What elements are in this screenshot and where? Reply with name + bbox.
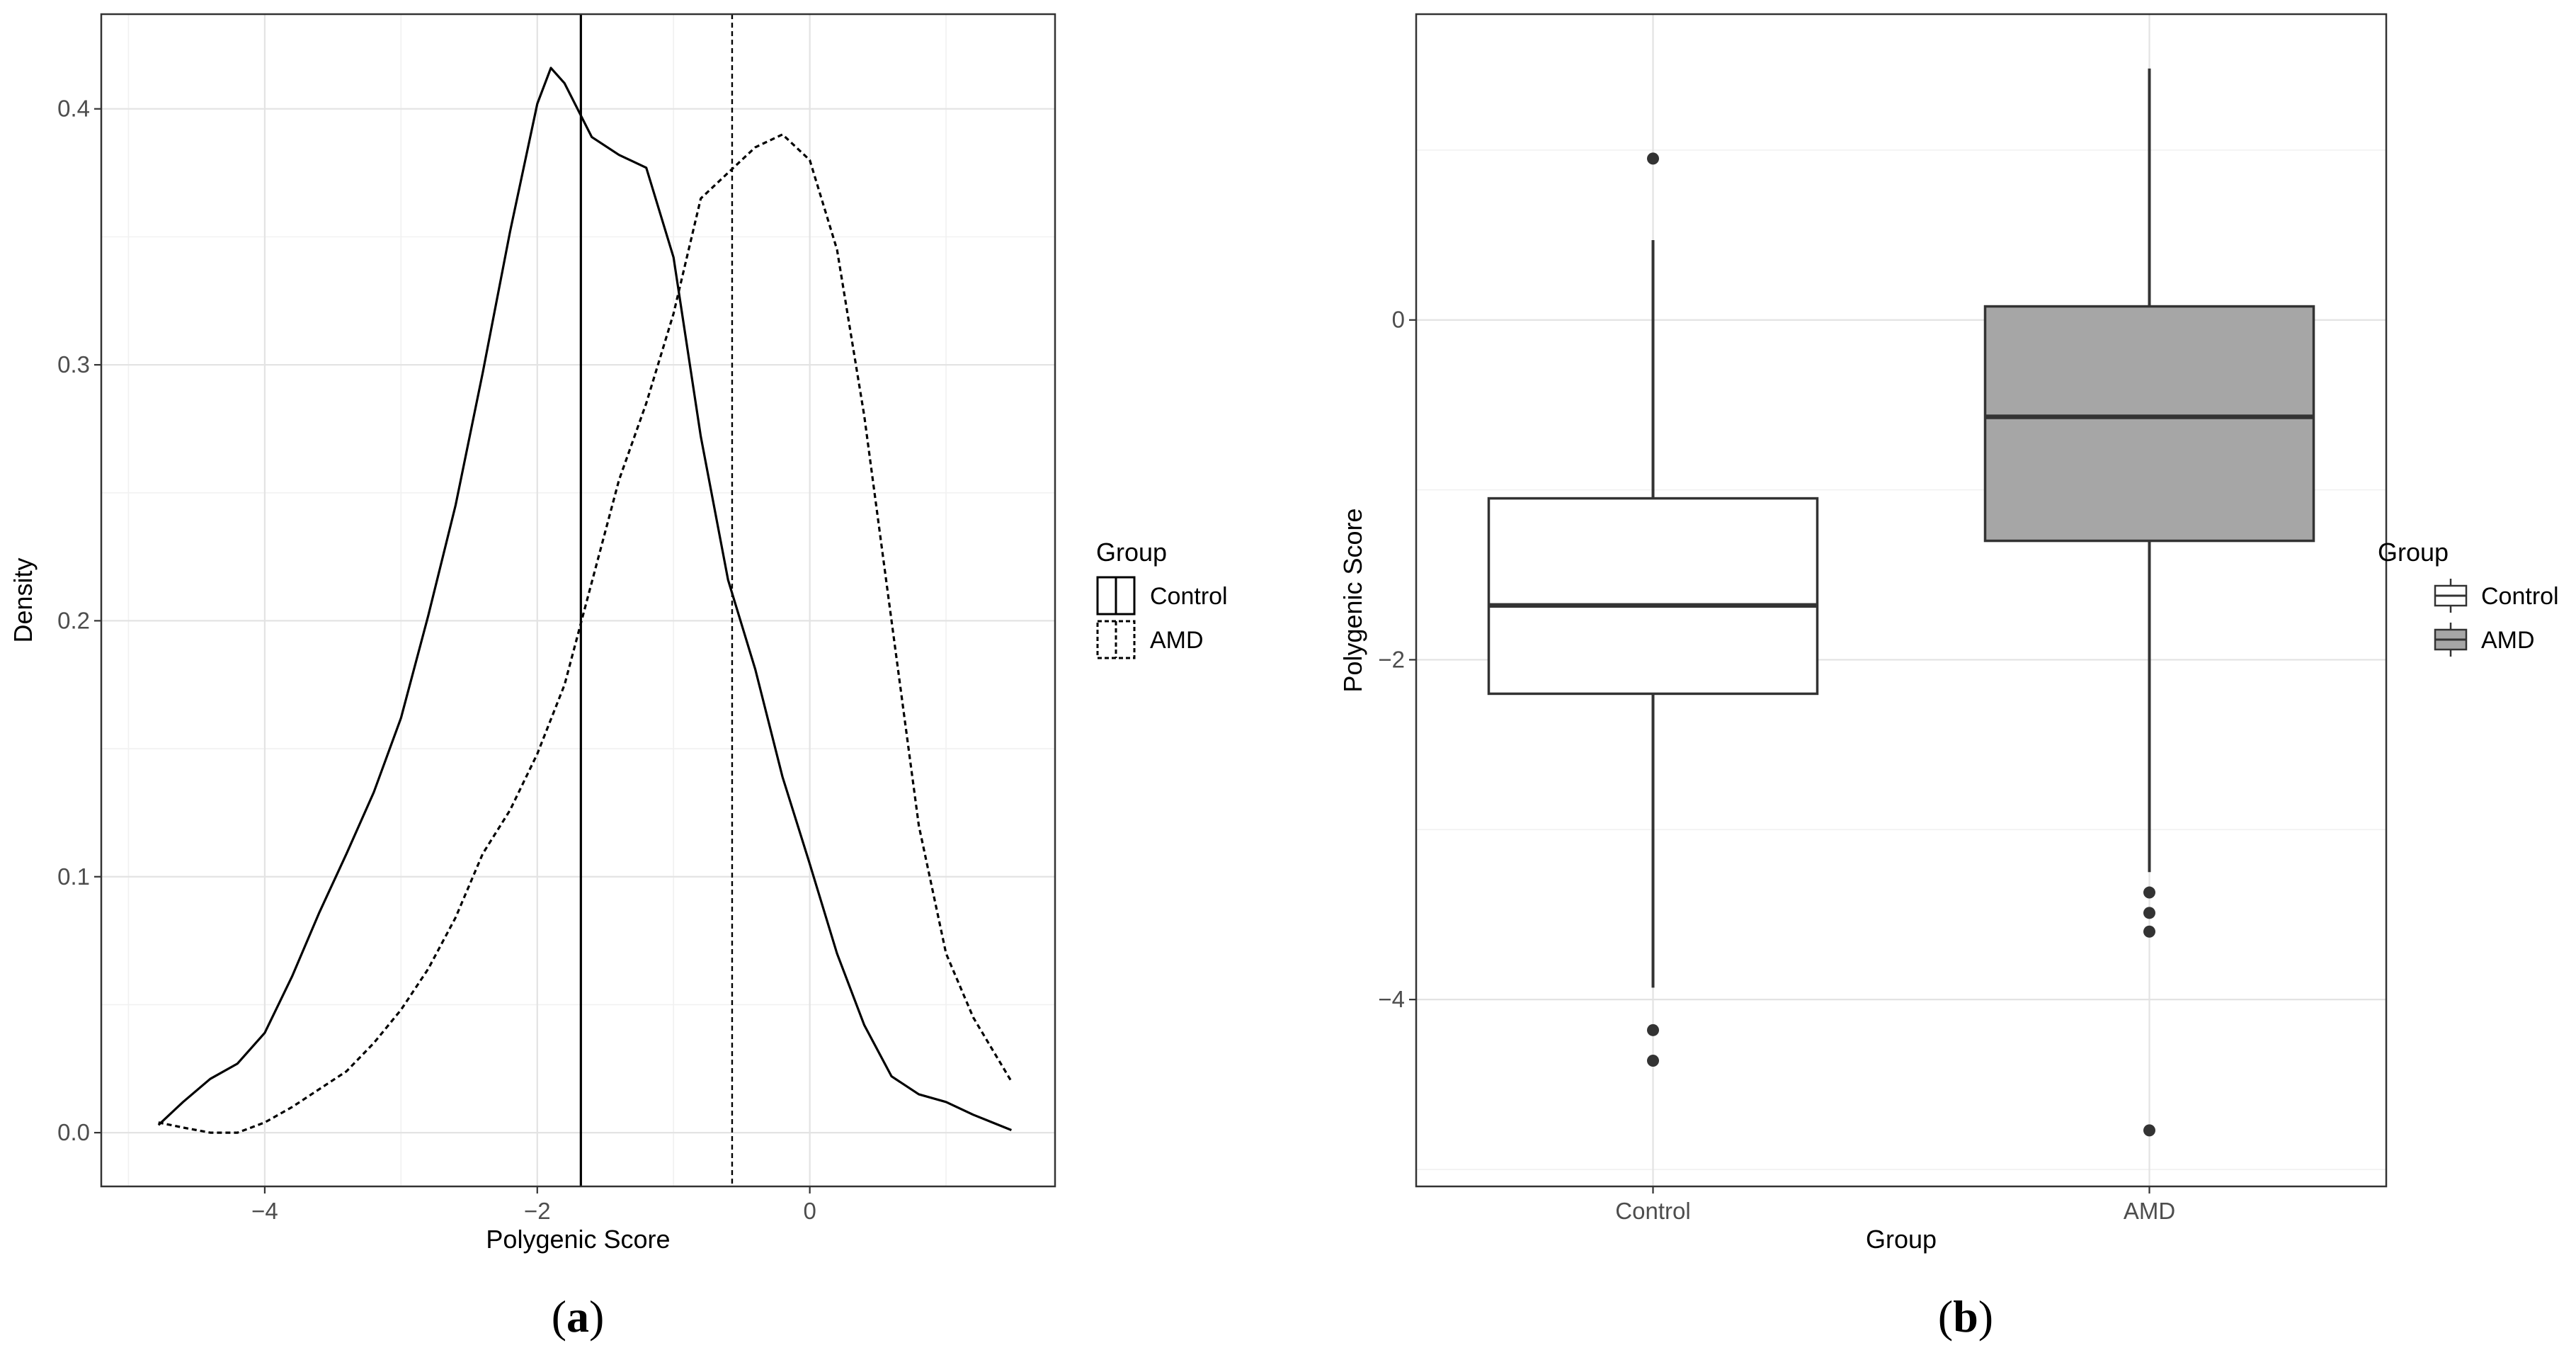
panel-caption: (a) xyxy=(552,1291,605,1342)
y-tick-label: −2 xyxy=(1378,646,1405,672)
x-tick-label: AMD xyxy=(2124,1198,2175,1224)
box-control xyxy=(1487,152,1819,1067)
density-plot-panel: −4 −2 0 0.0 0.1 0.2 0.3 0.4 Polygenic Score Densi… xyxy=(8,13,1228,1342)
y-tick-label: −4 xyxy=(1378,986,1405,1012)
box-plot-panel: Control AMD −4 −2 0 Group Polygenic Score Group… xyxy=(1338,13,2559,1342)
legend-label-amd: AMD xyxy=(2481,627,2535,654)
panel-caption: (b) xyxy=(1938,1291,1993,1342)
legend: Group Control AMD xyxy=(2378,538,2559,657)
y-tick-label: 0.3 xyxy=(57,351,90,378)
density-curve-amd xyxy=(158,133,1013,1134)
y-axis-title: Density xyxy=(8,557,38,642)
plot-border xyxy=(100,13,1056,1188)
legend-title: Group xyxy=(1096,538,1167,567)
x-axis-title: Polygenic Score xyxy=(486,1225,670,1254)
legend-label-control: Control xyxy=(2481,583,2559,610)
outlier-point xyxy=(2143,886,2155,899)
density-curve-control xyxy=(157,67,1012,1131)
interquartile-box xyxy=(1983,305,2315,543)
outlier-point xyxy=(1647,152,1659,165)
x-tick-label: 0 xyxy=(803,1198,816,1224)
interquartile-box xyxy=(1487,497,1819,696)
outlier-point xyxy=(1647,1055,1659,1067)
plot-border xyxy=(1415,13,2388,1188)
y-tick-label: 0.2 xyxy=(57,607,90,633)
legend-title: Group xyxy=(2378,538,2449,567)
caption-close-paren: ) xyxy=(589,1291,604,1342)
outlier-point xyxy=(2143,1124,2155,1137)
y-tick-label: 0.4 xyxy=(57,96,90,122)
caption-close-paren: ) xyxy=(1978,1291,1993,1342)
caption-letter: b xyxy=(1953,1291,1978,1342)
x-tick-label: −2 xyxy=(524,1198,551,1224)
caption-letter: a xyxy=(566,1291,589,1342)
y-tick-label: 0 xyxy=(1392,307,1405,333)
outlier-point xyxy=(2143,907,2155,919)
legend: Group Control AMD xyxy=(1096,538,1228,659)
y-tick-label: 0.1 xyxy=(57,863,90,890)
y-axis-title: Polygenic Score xyxy=(1338,508,1367,692)
legend-label-amd: AMD xyxy=(1150,627,1204,654)
x-axis-title: Group xyxy=(1866,1225,1937,1254)
legend-label-control: Control xyxy=(1150,583,1228,610)
outlier-point xyxy=(1647,1024,1659,1036)
caption-open-paren: ( xyxy=(552,1291,566,1342)
caption-open-paren: ( xyxy=(1938,1291,1953,1342)
outlier-point xyxy=(2143,925,2155,938)
box-amd xyxy=(1983,68,2315,1137)
x-tick-label: Control xyxy=(1615,1198,1690,1224)
x-tick-label: −4 xyxy=(251,1198,278,1224)
y-tick-label: 0.0 xyxy=(57,1119,90,1145)
